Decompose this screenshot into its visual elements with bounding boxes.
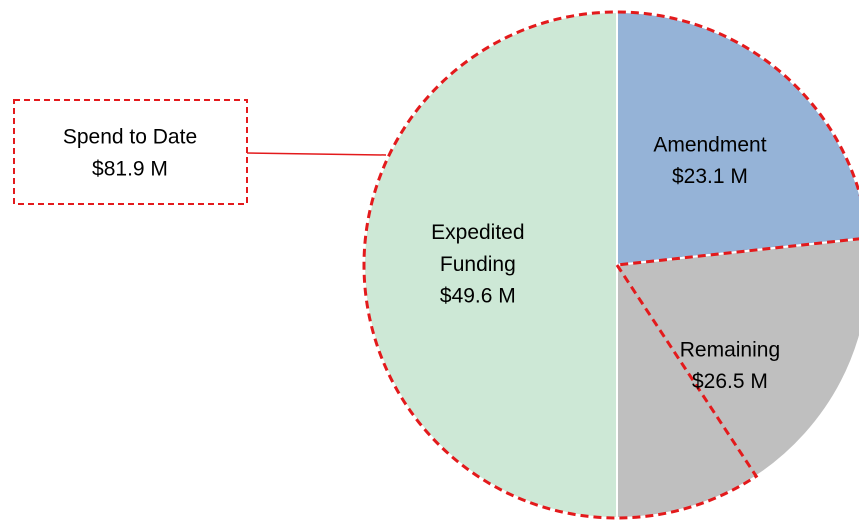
slice-label-line: Expedited bbox=[431, 221, 524, 244]
slice-label: Expedited Funding bbox=[431, 221, 524, 276]
slice-value-label: $23.1 M bbox=[672, 165, 748, 188]
slice-value-label: $49.6 M bbox=[440, 285, 516, 308]
callout-text: Spend to Date bbox=[63, 126, 197, 149]
callout-value: $81.9 M bbox=[92, 158, 168, 181]
callout-leader bbox=[246, 152, 387, 156]
slice-label-line: Remaining bbox=[680, 338, 780, 361]
slice-value-label: $26.5 M bbox=[692, 370, 768, 393]
slice-label-line: Funding bbox=[440, 253, 516, 276]
slice-label: Remaining bbox=[680, 338, 780, 361]
pie-slice bbox=[616, 237, 859, 520]
slice-label-line: Amendment bbox=[653, 133, 766, 156]
callout-box bbox=[13, 99, 248, 205]
slice-label: Amendment bbox=[653, 133, 766, 156]
